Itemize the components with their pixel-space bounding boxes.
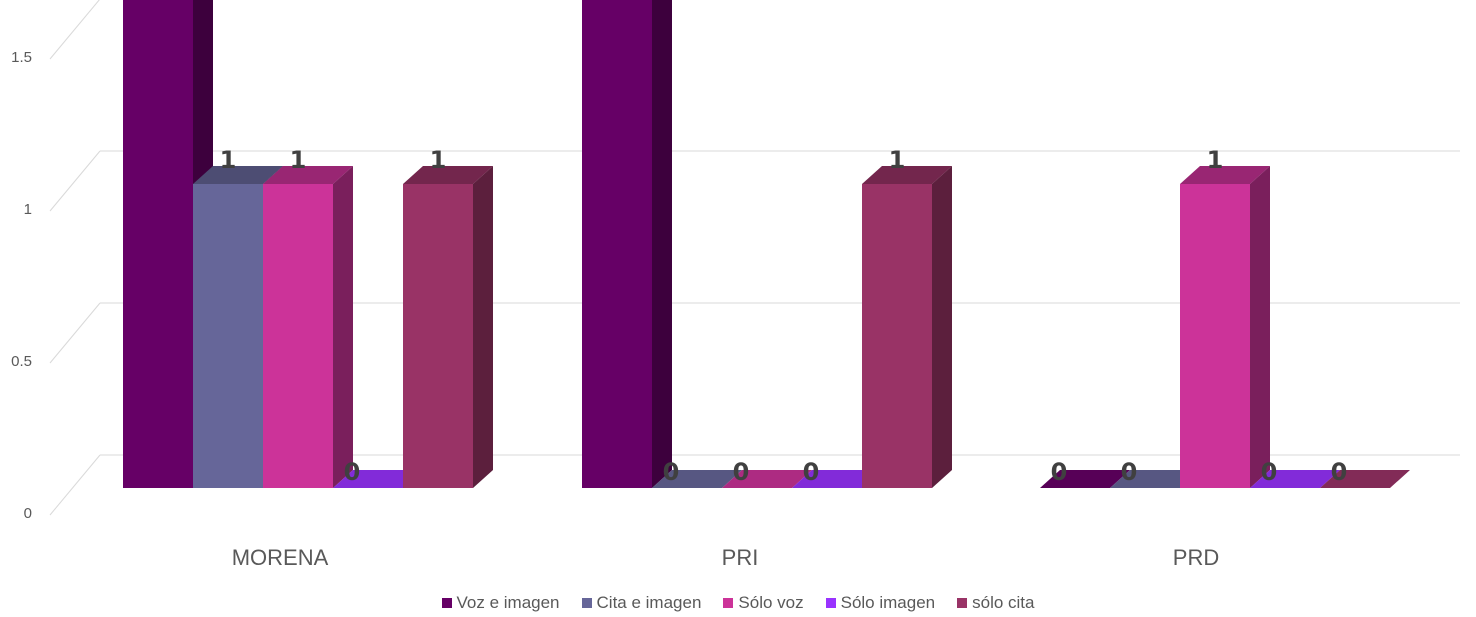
gridline-diagonal — [49, 454, 101, 516]
data-label: 0 — [1121, 458, 1138, 486]
bar — [1320, 470, 1410, 488]
data-label: 1 — [889, 146, 906, 174]
legend-swatch — [441, 598, 452, 608]
legend-swatch — [581, 598, 592, 608]
bar — [792, 470, 882, 488]
bar-top — [333, 470, 423, 488]
bar-top — [722, 470, 812, 488]
bar-side — [932, 166, 952, 488]
category-label: MORENA — [232, 545, 329, 570]
bar-top — [193, 166, 283, 184]
data-label: 1 — [430, 146, 447, 174]
gridline-diagonal — [49, 0, 100, 60]
data-label: 0 — [803, 458, 820, 486]
legend-item: Cita e imagen — [581, 593, 702, 613]
bar — [1250, 470, 1340, 488]
legend-label: sólo cita — [972, 593, 1035, 612]
data-label: 1 — [290, 146, 307, 174]
x-axis-categories: MORENA PRI PRD — [232, 545, 1220, 570]
bar-front — [263, 184, 333, 488]
legend-label: Cita e imagen — [596, 593, 702, 612]
bar — [333, 470, 423, 488]
bar — [862, 166, 952, 488]
legend-swatch — [957, 598, 968, 608]
bar-side — [1250, 166, 1270, 488]
legend-item: Sólo imagen — [825, 593, 936, 613]
bars — [123, 0, 1410, 488]
bar — [582, 0, 672, 488]
bar — [1110, 470, 1200, 488]
data-label: 0 — [733, 458, 750, 486]
legend-item: sólo cita — [957, 593, 1035, 613]
bar-front — [193, 184, 263, 488]
data-label: 0 — [1261, 458, 1278, 486]
bar-top — [1180, 166, 1270, 184]
bar-top — [792, 470, 882, 488]
bar-top — [652, 470, 742, 488]
bar-top — [862, 166, 952, 184]
data-label: 1 — [1207, 146, 1224, 174]
bar-top — [1040, 470, 1130, 488]
category-label: PRI — [722, 545, 759, 570]
legend-label: Sólo voz — [738, 593, 804, 612]
bar-side — [652, 0, 672, 488]
bar-top — [1250, 470, 1340, 488]
gridline-diagonal — [49, 302, 101, 364]
category-label: PRD — [1173, 545, 1219, 570]
bar-top — [1110, 470, 1200, 488]
legend-swatch — [723, 598, 734, 608]
bar-front — [403, 184, 473, 488]
data-label: 0 — [1051, 458, 1068, 486]
bar-side — [333, 166, 353, 488]
bar — [652, 470, 742, 488]
bar-front — [1180, 184, 1250, 488]
data-label: 1 — [220, 146, 237, 174]
chart-svg: 00.511.522.53 311013000100100 MORENAPRIP… — [11, 0, 1460, 570]
legend-label: Sólo imagen — [840, 593, 936, 612]
legend-item: Sólo voz — [723, 593, 804, 613]
y-tick-label: 1.5 — [11, 49, 32, 66]
bar-side — [473, 166, 493, 488]
data-label: 0 — [344, 458, 361, 486]
bar-front — [862, 184, 932, 488]
y-axis-ticks: 00.511.522.53 — [11, 49, 32, 522]
data-label: 0 — [663, 458, 680, 486]
bar-front — [123, 0, 193, 488]
legend-label: Voz e imagen — [456, 593, 560, 612]
y-tick-label: 1 — [24, 201, 32, 218]
bar — [722, 470, 812, 488]
bar-top — [403, 166, 493, 184]
legend-item: Voz e imagen — [441, 593, 560, 613]
bar — [1180, 166, 1270, 488]
bar-top — [1320, 470, 1410, 488]
bar — [263, 166, 353, 488]
bar — [403, 166, 493, 488]
data-label: 0 — [1331, 458, 1348, 486]
bar — [1040, 470, 1130, 488]
bar-front — [582, 0, 652, 488]
gridline-diagonal — [49, 150, 101, 212]
y-tick-label: 0 — [24, 505, 32, 522]
y-tick-label: 0.5 — [11, 353, 32, 370]
data-labels: 311013000100100 — [220, 146, 1348, 486]
bar-top — [263, 166, 353, 184]
legend: Voz e imagen Cita e imagen Sólo voz Sólo im… — [0, 593, 1476, 613]
legend-swatch — [825, 598, 836, 608]
